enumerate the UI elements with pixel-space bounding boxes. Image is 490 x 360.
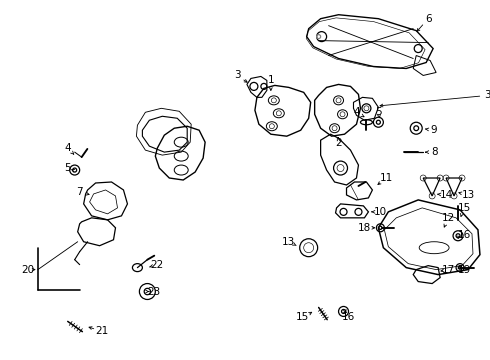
Text: 16: 16 [342,312,355,323]
Text: 15: 15 [457,203,470,213]
Text: 3: 3 [485,90,490,100]
Text: 7: 7 [76,187,83,197]
Text: 21: 21 [95,327,108,336]
Text: 4: 4 [64,143,71,153]
Text: 9: 9 [431,125,438,135]
Text: 10: 10 [374,207,387,217]
Text: 19: 19 [457,265,470,275]
Text: 12: 12 [441,213,455,223]
Text: 1: 1 [268,76,274,85]
Text: 14: 14 [440,190,453,200]
Text: 2: 2 [335,138,342,148]
Text: 5: 5 [64,163,71,173]
Text: 17: 17 [441,265,455,275]
Text: 3: 3 [234,71,240,80]
Text: 23: 23 [147,287,161,297]
Text: 15: 15 [296,312,309,323]
Text: 8: 8 [431,147,438,157]
Text: 6: 6 [425,14,432,24]
Text: 18: 18 [358,223,371,233]
Text: 20: 20 [22,265,34,275]
Text: 11: 11 [380,173,393,183]
Text: 4: 4 [353,107,360,117]
Text: 5: 5 [375,107,382,117]
Text: 22: 22 [151,260,164,270]
Text: 13: 13 [282,237,295,247]
Text: 16: 16 [457,230,470,240]
Text: 13: 13 [462,190,475,200]
